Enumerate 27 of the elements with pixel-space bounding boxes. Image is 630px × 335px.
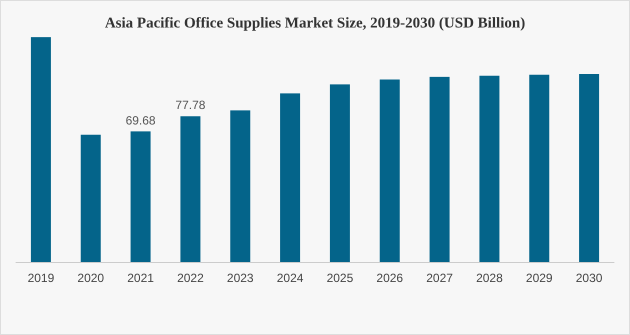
x-tick-label: 2030 — [576, 271, 603, 285]
bar — [180, 116, 200, 262]
bar — [529, 74, 550, 262]
bar — [230, 110, 250, 262]
x-tick-label: 2029 — [526, 271, 553, 285]
x-tick-label: 2022 — [177, 271, 204, 285]
bar — [80, 134, 101, 262]
data-label: 77.78 — [175, 98, 206, 112]
bar — [30, 37, 51, 262]
bar — [479, 76, 500, 262]
x-tick-label: 2027 — [426, 271, 454, 285]
bar — [330, 84, 350, 262]
x-tick-label: 2026 — [376, 271, 404, 285]
bar — [579, 74, 600, 262]
bar — [380, 79, 400, 262]
x-tick-label: 2021 — [127, 271, 154, 285]
x-tick-label: 2025 — [326, 271, 354, 285]
bar — [430, 76, 450, 262]
x-tick-label: 2028 — [476, 271, 504, 285]
x-tick-label: 2024 — [276, 271, 304, 285]
x-tick-label: 2023 — [226, 271, 254, 285]
bar — [280, 93, 300, 262]
x-tick-label: 2020 — [77, 271, 104, 285]
x-tick-label: 2019 — [28, 271, 55, 285]
data-label: 69.68 — [126, 113, 156, 128]
bar — [130, 131, 151, 262]
chart-title: Asia Pacific Office Supplies Market Size, 2019-2030 (USD Billion) — [104, 16, 526, 32]
